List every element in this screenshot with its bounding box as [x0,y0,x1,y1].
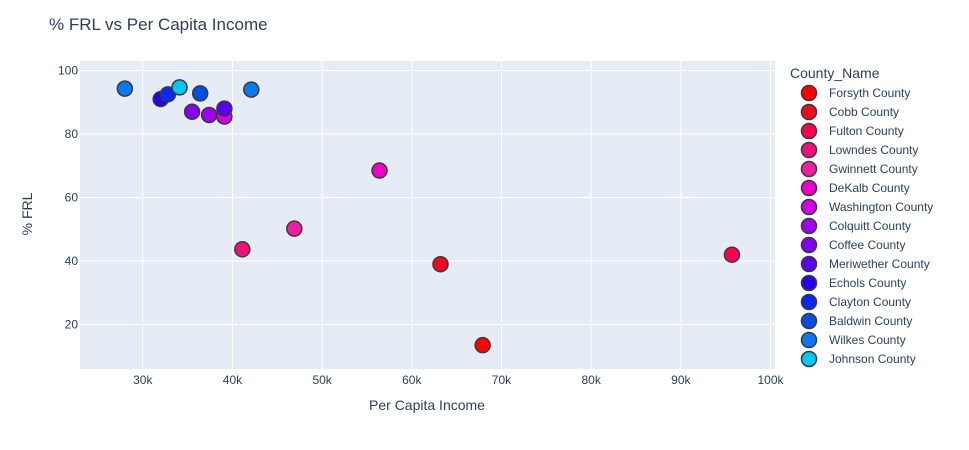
legend-marker [800,236,818,254]
legend-marker [800,103,818,121]
legend-marker [800,160,818,178]
legend-item[interactable]: Clayton County [800,293,912,311]
grid-lines [80,61,775,369]
legend-item[interactable]: Fulton County [800,122,904,140]
legend-item[interactable]: Colquitt County [800,217,912,235]
x-tick-label: 80k [581,373,601,387]
legend-marker [800,141,818,159]
chart-title: % FRL vs Per Capita Income [49,15,268,34]
legend-label: Meriwether County [829,257,930,271]
legend-label: Johnson County [829,352,916,366]
legend-item[interactable]: Lowndes County [800,141,919,159]
legend-marker [800,293,818,311]
legend-item[interactable]: Wilkes County [800,331,906,349]
legend-item[interactable]: Baldwin County [800,312,913,330]
legend-marker [800,312,818,330]
x-tick-label: 40k [223,373,243,387]
legend-label: Fulton County [829,124,904,138]
legend-marker [800,122,818,140]
legend-marker [800,350,818,368]
legend-marker [800,179,818,197]
legend-item[interactable]: Echols County [800,274,907,292]
data-point [243,81,260,98]
legend-label: Clayton County [829,295,911,309]
data-point [371,162,388,179]
data-point [286,220,303,237]
legend-label: Washington County [829,200,933,214]
data-point [171,79,188,96]
y-axis-title: % FRL [19,192,35,235]
data-point [183,103,201,121]
legend-label: Baldwin County [829,314,912,328]
y-tick-label: 20 [65,318,79,332]
legend-item[interactable]: Coffee County [800,236,906,254]
legend-item[interactable]: Johnson County [800,350,916,368]
y-tick-label: 40 [65,254,79,268]
y-tick-label: 60 [65,191,79,205]
legend-label: Cobb County [829,105,899,119]
y-tick-label: 100 [58,64,78,78]
legend-label: Colquitt County [829,219,911,233]
legend-label: DeKalb County [829,181,910,195]
x-tick-label: 60k [402,373,422,387]
legend-marker [800,274,818,292]
y-axis-ticks: 20 40 60 80 100 [58,64,78,332]
data-point [216,100,233,117]
data-point [116,80,134,97]
x-axis-title: Per Capita Income [369,397,485,413]
y-tick-label: 80 [65,127,79,141]
legend-item[interactable]: Washington County [800,198,934,216]
x-tick-label: 100k [758,373,785,387]
legend-marker [800,331,818,349]
legend-item[interactable]: Cobb County [800,103,900,121]
legend-marker [800,217,818,235]
legend-label: Forsyth County [829,86,910,100]
data-point [191,85,209,102]
legend-label: Echols County [829,276,906,290]
legend: County_Name Forsyth County Cobb County Ful… [790,65,934,368]
legend-marker [800,255,818,273]
legend-label: Lowndes County [829,143,918,157]
legend-marker [800,84,818,102]
data-points [116,79,741,354]
data-point [723,246,741,263]
legend-item[interactable]: Forsyth County [800,84,911,102]
x-tick-label: 30k [133,373,153,387]
data-point [474,336,491,354]
x-tick-label: 70k [492,373,512,387]
legend-item[interactable]: Gwinnett County [800,160,918,178]
data-point [200,106,218,124]
x-tick-label: 90k [671,373,691,387]
legend-label: Gwinnett County [829,162,918,176]
data-point [432,255,449,273]
legend-item[interactable]: Meriwether County [800,255,930,273]
legend-item[interactable]: DeKalb County [800,179,910,197]
legend-marker [800,198,818,216]
x-tick-label: 50k [312,373,332,387]
legend-label: Coffee County [829,238,906,252]
x-axis-ticks: 30k 40k 50k 60k 70k 80k 90k 100k [133,373,784,387]
legend-title: County_Name [790,65,880,81]
plot-area [80,61,775,369]
data-point [234,241,251,258]
legend-label: Wilkes County [829,333,906,347]
